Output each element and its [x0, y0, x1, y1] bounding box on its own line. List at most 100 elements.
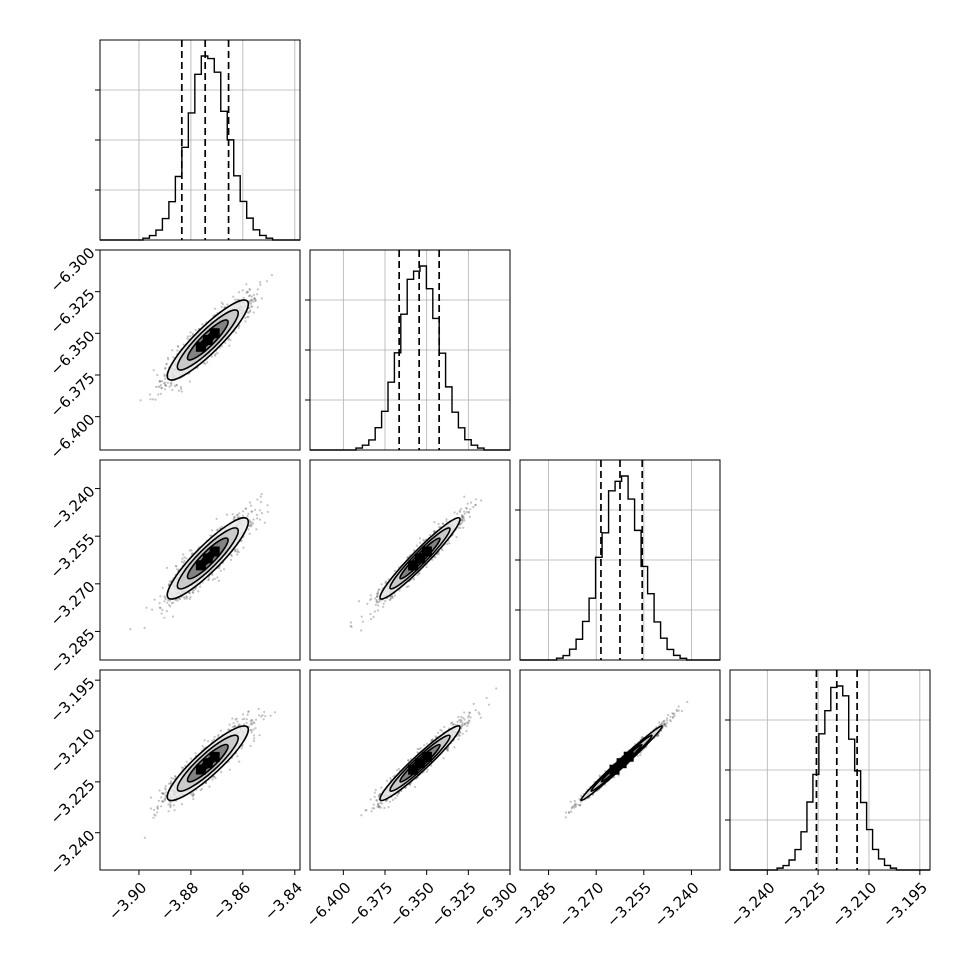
scatter-point [259, 284, 261, 286]
scatter-point [459, 527, 461, 529]
scatter-point [254, 509, 256, 511]
scatter-point [152, 398, 154, 400]
scatter-point [203, 739, 205, 741]
scatter-point [166, 602, 168, 604]
scatter-point [250, 505, 252, 507]
scatter-point [187, 338, 189, 340]
scatter-point [149, 393, 151, 395]
scatter-point [249, 745, 251, 747]
scatter-point [179, 598, 181, 600]
scatter-point [154, 599, 156, 601]
scatter-point [234, 550, 236, 552]
scatter-point [149, 398, 151, 400]
scatter-point [250, 301, 252, 303]
scatter-point [214, 736, 216, 738]
histogram-step [520, 476, 720, 660]
scatter-point [245, 508, 247, 510]
scatter-point [257, 306, 259, 308]
scatter-point [209, 535, 211, 537]
scatter-point [155, 386, 157, 388]
scatter-point [232, 296, 234, 298]
scatter-point [243, 297, 245, 299]
scatter-point [189, 598, 191, 600]
scatter-point [129, 628, 131, 630]
scatter-point [256, 293, 258, 295]
scatter-point [204, 363, 206, 365]
scatter-point [465, 507, 467, 509]
scatter-point [247, 515, 249, 517]
scatter-point [153, 814, 155, 816]
scatter-point [242, 547, 244, 549]
scatter-point [383, 603, 385, 605]
scatter-point [208, 578, 210, 580]
scatter-point [259, 519, 261, 521]
scatter-point [249, 533, 251, 535]
scatter-point [249, 288, 251, 290]
scatter-point [245, 283, 247, 285]
scatter-point [464, 513, 466, 515]
scatter-point [216, 529, 218, 531]
scatter-point [189, 549, 191, 551]
scatter-point [362, 621, 364, 623]
scatter-point [221, 302, 223, 304]
scatter-point [164, 597, 166, 599]
scatter-point [214, 308, 216, 310]
scatter-point [378, 589, 380, 591]
scatter-point [153, 369, 155, 371]
scatter-point [438, 526, 440, 528]
scatter-point [433, 521, 435, 523]
scatter-point [218, 580, 220, 582]
scatter-point [161, 609, 163, 611]
scatter-point [160, 393, 162, 395]
scatter-point [252, 729, 254, 731]
scatter-point [174, 775, 176, 777]
scatter-point [169, 600, 171, 602]
scatter-point [221, 526, 223, 528]
scatter-point [170, 780, 172, 782]
scatter-point [217, 734, 219, 736]
scatter-point [187, 336, 189, 338]
scatter-point [166, 567, 168, 569]
scatter-point [238, 291, 240, 293]
scatter-point [249, 501, 251, 503]
scatter-point [177, 345, 179, 347]
pair-panel-2-1 [310, 460, 510, 660]
scatter-point [216, 576, 218, 578]
scatter-point [232, 513, 234, 515]
scatter-point [366, 603, 368, 605]
scatter-point [183, 556, 185, 558]
scatter-point [264, 522, 266, 524]
scatter-point [236, 721, 238, 723]
scatter-point [376, 600, 378, 602]
scatter-point [242, 289, 244, 291]
scatter-point [373, 616, 375, 618]
scatter-point [160, 607, 162, 609]
scatter-point [369, 613, 371, 615]
scatter-point [418, 573, 420, 575]
scatter-point [175, 565, 177, 567]
pair-panel-2-0 [100, 460, 300, 660]
scatter-point [161, 613, 163, 615]
scatter-point [459, 509, 461, 511]
scatter-point [189, 335, 191, 337]
scatter-point [472, 506, 474, 508]
scatter-point [247, 513, 249, 515]
scatter-point [161, 800, 163, 802]
scatter-point [171, 349, 173, 351]
scatter-point [256, 499, 258, 501]
scatter-point [168, 604, 170, 606]
scatter-point [260, 496, 262, 498]
scatter-point [164, 388, 166, 390]
scatter-point [159, 380, 161, 382]
pair-content [129, 493, 269, 630]
scatter-point [244, 317, 246, 319]
scatter-point [176, 349, 178, 351]
scatter-point [211, 778, 213, 780]
scatter-point [252, 518, 254, 520]
scatter-point [234, 299, 236, 301]
scatter-point [253, 734, 255, 736]
scatter-point [145, 607, 147, 609]
scatter-point [253, 721, 255, 723]
scatter-point [178, 390, 180, 392]
scatter-point [158, 602, 160, 604]
